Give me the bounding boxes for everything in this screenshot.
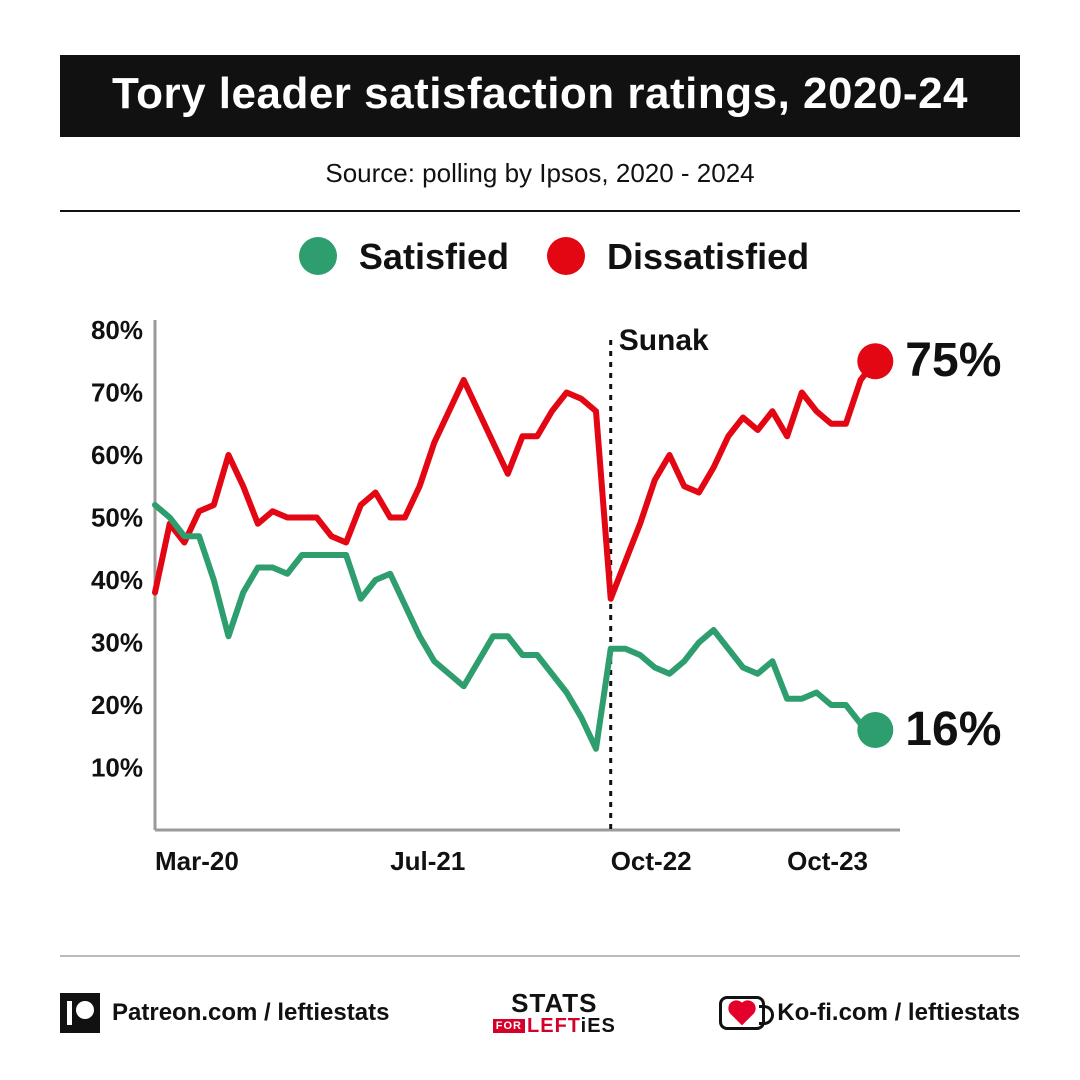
- svg-text:50%: 50%: [91, 503, 143, 533]
- legend-dot-satisfied: [299, 237, 337, 275]
- svg-text:Mar-20: Mar-20: [155, 846, 239, 876]
- kofi-icon: [719, 996, 765, 1030]
- line-chart: 10% 20% 30% 40% 50% 60% 70% 80% Mar-20 Jul-21 Oct-…: [60, 310, 1020, 900]
- divider-bottom: [60, 955, 1020, 957]
- brand-logo-ies: iES: [581, 1015, 616, 1037]
- footer-patreon: Patreon.com / leftiestats: [60, 993, 389, 1033]
- svg-text:Oct-23: Oct-23: [787, 846, 868, 876]
- brand-logo-for: FOR: [493, 1019, 525, 1033]
- svg-text:40%: 40%: [91, 565, 143, 595]
- legend: Satisfied Dissatisfied: [0, 236, 1080, 278]
- chart-title: Tory leader satisfaction ratings, 2020-2…: [60, 55, 1020, 137]
- legend-label-satisfied: Satisfied: [359, 236, 509, 277]
- svg-text:10%: 10%: [91, 753, 143, 783]
- end-label-satisfied: 16%: [905, 702, 1001, 757]
- svg-text:Jul-21: Jul-21: [390, 846, 465, 876]
- legend-dot-dissatisfied: [547, 237, 585, 275]
- end-label-dissatisfied: 75%: [905, 333, 1001, 388]
- svg-text:60%: 60%: [91, 440, 143, 470]
- svg-text:30%: 30%: [91, 628, 143, 658]
- kofi-text: Ko-fi.com / leftiestats: [777, 999, 1020, 1027]
- chart-svg: 10% 20% 30% 40% 50% 60% 70% 80% Mar-20 Jul-21 Oct-…: [60, 310, 1020, 900]
- footer-kofi: Ko-fi.com / leftiestats: [719, 996, 1020, 1030]
- legend-label-dissatisfied: Dissatisfied: [607, 236, 809, 277]
- brand-logo-top: STATS: [493, 990, 616, 1016]
- patreon-icon: [60, 993, 100, 1033]
- footer: Patreon.com / leftiestats STATS FORLEFTi…: [60, 978, 1020, 1048]
- brand-logo-eft: LEFT: [527, 1015, 581, 1037]
- svg-text:80%: 80%: [91, 315, 143, 345]
- divider-top: [60, 210, 1020, 212]
- chart-source: Source: polling by Ipsos, 2020 - 2024: [0, 158, 1080, 189]
- svg-text:70%: 70%: [91, 378, 143, 408]
- svg-text:20%: 20%: [91, 690, 143, 720]
- svg-text:Sunak: Sunak: [619, 324, 709, 357]
- brand-logo: STATS FORLEFTiES: [493, 990, 616, 1036]
- patreon-text: Patreon.com / leftiestats: [112, 999, 389, 1027]
- svg-text:Oct-22: Oct-22: [611, 846, 692, 876]
